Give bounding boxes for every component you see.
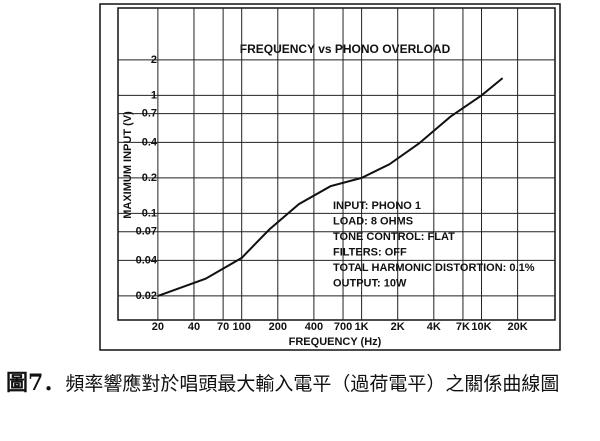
outer-frame	[99, 3, 561, 351]
caption: 圖7．頻率響應對於唱頭最大輸入電平（過荷電平）之關係曲線圖	[6, 366, 596, 401]
y-tick-label: 0.04	[136, 254, 158, 266]
chart: FREQUENCY vs PHONO OVERLOAD MAXIMUM INPU…	[99, 3, 561, 351]
plot-frame	[117, 7, 556, 321]
x-tick-label: 7K	[456, 321, 470, 333]
annotation: INPUT: PHONO 1	[333, 200, 421, 212]
y-tick-label: 0.02	[136, 290, 157, 302]
y-axis-label: MAXIMUM INPUT (V)	[122, 111, 134, 219]
y-tick-label: 2	[151, 54, 157, 66]
x-tick-label: 1K	[355, 321, 369, 333]
caption-text: 頻率響應對於唱頭最大輸入電平（過荷電平）之關係曲線圖	[65, 373, 560, 395]
x-tick-label: 20	[152, 321, 164, 333]
y-tick-label: 0.2	[142, 172, 157, 184]
annotation: OUTPUT: 10W	[333, 277, 407, 289]
x-tick-label: 400	[305, 321, 323, 333]
x-tick-label: 20K	[508, 321, 528, 333]
y-tick-label: 1	[151, 89, 157, 101]
annotation: TOTAL HARMONIC DISTORTION: 0.1%	[333, 262, 535, 274]
x-tick-label: 70	[217, 321, 229, 333]
y-tick-label: 0.4	[142, 136, 158, 148]
x-tick-label: 200	[269, 321, 287, 333]
x-axis-label: FREQUENCY (Hz)	[289, 336, 382, 348]
data-line	[157, 77, 504, 297]
y-tick-label: 0.1	[142, 207, 157, 219]
y-tick-label: 0.7	[142, 108, 157, 120]
x-tick-label: 40	[188, 321, 200, 333]
x-tick-label: 2K	[391, 321, 405, 333]
figure-label: 圖7．	[6, 370, 66, 396]
x-tick-label: 100	[233, 321, 251, 333]
annotation: FILTERS: OFF	[333, 246, 407, 258]
y-tick-label: 0.07	[136, 226, 157, 238]
annotation: LOAD: 8 OHMS	[333, 215, 413, 227]
x-tick-label: 10K	[471, 321, 491, 333]
x-tick-label: 4K	[427, 321, 441, 333]
x-tick-label: 700	[334, 321, 352, 333]
annotation: TONE CONTROL: FLAT	[333, 231, 455, 243]
chart-title: FREQUENCY vs PHONO OVERLOAD	[240, 42, 451, 56]
